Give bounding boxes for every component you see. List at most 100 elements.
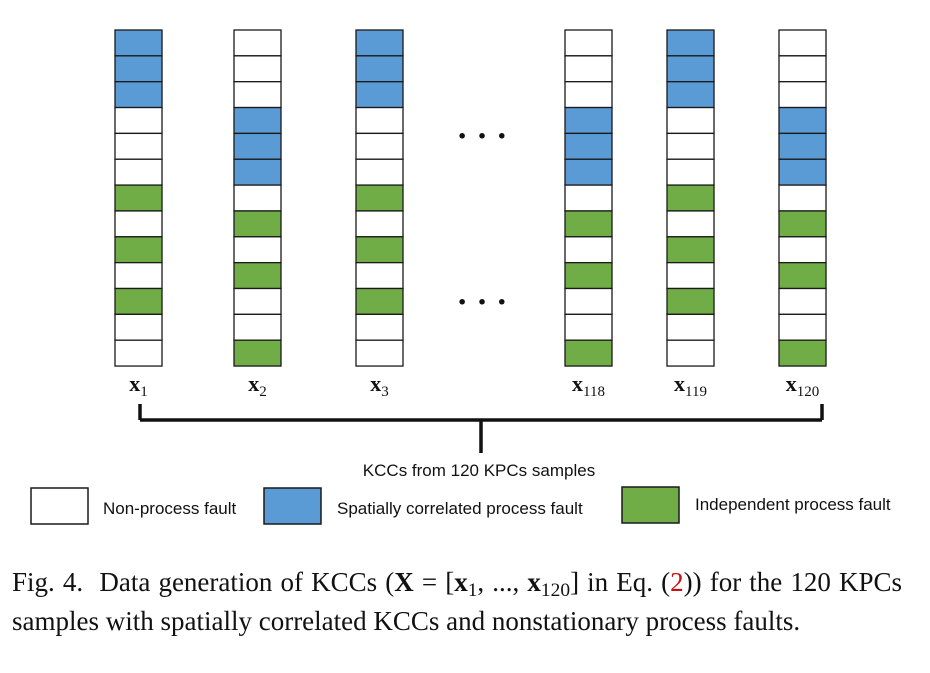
column-label-x118: x118 xyxy=(572,371,605,400)
kcc-cell xyxy=(355,184,404,212)
kcc-cell xyxy=(233,184,282,212)
column-labels: x1 x2 x3 x118 x119 x120 xyxy=(129,371,819,400)
kcc-cell xyxy=(564,184,613,212)
kcc-cell xyxy=(564,313,613,341)
column-label-x119: x119 xyxy=(674,371,707,400)
kcc-cell xyxy=(355,210,404,238)
kcc-cell xyxy=(355,55,404,83)
kcc-cell xyxy=(666,106,715,135)
caption-x120-var: x xyxy=(527,567,541,597)
kcc-cell xyxy=(564,158,613,186)
kcc-cell xyxy=(114,184,163,212)
caption-eq-open: = [ xyxy=(413,567,455,597)
brace-label: KCCs from 120 KPCs samples xyxy=(363,461,595,480)
caption-text-after: )) for the 120 KPCs samples with spatial… xyxy=(12,567,903,636)
kcc-cell xyxy=(564,210,613,238)
kcc-cell xyxy=(233,55,282,83)
kcc-cell xyxy=(233,158,282,186)
kcc-cell xyxy=(564,287,613,316)
kcc-cell xyxy=(666,313,715,341)
kcc-cell xyxy=(233,313,282,341)
kcc-cell xyxy=(114,236,163,264)
caption-eq-close: ] in Eq. ( xyxy=(570,567,671,597)
kcc-cell xyxy=(114,132,163,160)
kcc-cell xyxy=(666,210,715,238)
kcc-cell xyxy=(666,287,715,316)
legend-label-non-process: Non-process fault xyxy=(103,499,237,518)
kcc-column-1 xyxy=(114,29,163,367)
kcc-column-3 xyxy=(355,29,404,367)
kcc-cell xyxy=(233,29,282,57)
kcc-cell xyxy=(355,106,404,135)
kcc-cell xyxy=(666,29,715,57)
figure-caption: Fig. 4. Data generation of KCCs (X = [x1… xyxy=(12,567,902,637)
column-label-x3: x3 xyxy=(370,371,389,400)
kcc-cell xyxy=(778,81,827,109)
kcc-cell xyxy=(355,29,404,57)
kcc-cell xyxy=(666,81,715,109)
kcc-cell xyxy=(666,261,715,290)
caption-x120-sub: 120 xyxy=(540,579,571,601)
caption-equation-ref[interactable]: 2 xyxy=(670,567,684,597)
kcc-column-119 xyxy=(666,29,715,367)
kcc-cell xyxy=(778,287,827,316)
kcc-cell xyxy=(233,287,282,316)
column-label-x2: x2 xyxy=(248,371,267,400)
caption-x1-sub: 1 xyxy=(467,579,478,601)
kcc-cell xyxy=(564,339,613,367)
kcc-column-2 xyxy=(233,29,282,367)
kcc-cell xyxy=(233,132,282,160)
kcc-cell xyxy=(233,81,282,109)
legend-swatch-independent xyxy=(621,486,680,524)
kcc-cell xyxy=(778,210,827,238)
kcc-cell xyxy=(564,106,613,135)
kcc-cell xyxy=(355,236,404,264)
kcc-cell xyxy=(778,184,827,212)
column-label-x1: x1 xyxy=(129,371,148,400)
kcc-cell xyxy=(564,261,613,290)
kcc-cell xyxy=(778,132,827,160)
legend-label-spatially-correlated: Spatially correlated process fault xyxy=(337,499,583,518)
kcc-cell xyxy=(778,106,827,135)
kcc-cell xyxy=(233,339,282,367)
kcc-cell xyxy=(355,313,404,341)
kcc-cell xyxy=(355,287,404,316)
kcc-cell xyxy=(666,184,715,212)
kcc-cell xyxy=(114,313,163,341)
kcc-cell xyxy=(233,261,282,290)
kcc-cell xyxy=(114,29,163,57)
kcc-cell xyxy=(114,210,163,238)
kcc-cell xyxy=(778,29,827,57)
caption-mid: , ..., xyxy=(477,567,528,597)
caption-text-before: Data generation of KCCs ( xyxy=(99,567,395,597)
ellipsis-lower: · · · xyxy=(456,284,507,321)
kcc-cell xyxy=(666,339,715,367)
kcc-cell xyxy=(666,158,715,186)
kcc-cell xyxy=(114,158,163,186)
kcc-cell xyxy=(564,81,613,109)
kcc-cell xyxy=(114,55,163,83)
kcc-cell xyxy=(666,55,715,83)
kcc-cell xyxy=(114,81,163,109)
kcc-cell xyxy=(666,132,715,160)
kcc-cell xyxy=(778,261,827,290)
kcc-cell xyxy=(564,55,613,83)
kcc-cell xyxy=(355,339,404,367)
kcc-cell xyxy=(114,261,163,290)
column-label-x120: x120 xyxy=(786,371,820,400)
caption-prefix: Fig. 4. xyxy=(12,567,84,597)
kcc-cell xyxy=(114,106,163,135)
kcc-column-120 xyxy=(778,29,827,367)
kcc-cell xyxy=(233,106,282,135)
legend-label-independent: Independent process fault xyxy=(695,495,891,514)
kcc-cell xyxy=(355,132,404,160)
kcc-cell xyxy=(114,287,163,316)
caption-matrix-symbol: X xyxy=(394,567,414,597)
kcc-cell xyxy=(778,236,827,264)
kcc-cell xyxy=(355,158,404,186)
kcc-cell xyxy=(564,29,613,57)
kcc-cell xyxy=(355,81,404,109)
kcc-cell xyxy=(778,339,827,367)
kcc-cell xyxy=(233,236,282,264)
